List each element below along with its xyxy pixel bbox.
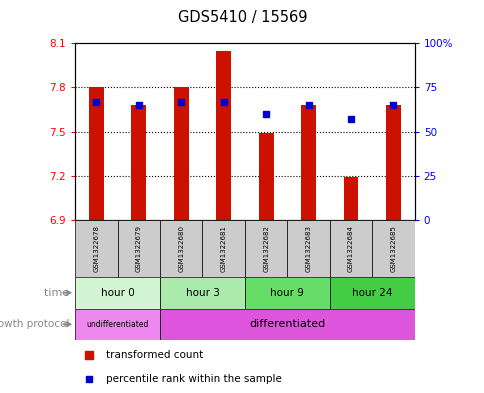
Bar — [244, 277, 329, 309]
Text: percentile rank within the sample: percentile rank within the sample — [106, 374, 281, 384]
Bar — [343, 177, 358, 220]
Bar — [75, 277, 160, 309]
Text: transformed count: transformed count — [106, 350, 203, 360]
Bar — [329, 277, 414, 309]
Bar — [258, 133, 273, 220]
Bar — [89, 88, 104, 220]
Text: hour 3: hour 3 — [185, 288, 219, 298]
Text: hour 24: hour 24 — [351, 288, 392, 298]
Text: differentiated: differentiated — [249, 319, 325, 329]
Bar — [385, 105, 400, 220]
Text: undifferentiated: undifferentiated — [86, 320, 149, 329]
Text: GSM1322682: GSM1322682 — [263, 225, 269, 272]
Bar — [329, 220, 372, 277]
Text: GDS5410 / 15569: GDS5410 / 15569 — [177, 10, 307, 25]
Text: GSM1322680: GSM1322680 — [178, 225, 184, 272]
Text: hour 9: hour 9 — [270, 288, 303, 298]
Text: hour 0: hour 0 — [101, 288, 134, 298]
Text: GSM1322684: GSM1322684 — [348, 225, 353, 272]
Bar — [160, 277, 244, 309]
Text: GSM1322679: GSM1322679 — [136, 225, 141, 272]
Bar — [160, 220, 202, 277]
Text: GSM1322683: GSM1322683 — [305, 225, 311, 272]
Bar — [75, 220, 117, 277]
Bar — [75, 309, 160, 340]
Bar — [117, 220, 160, 277]
Bar — [372, 220, 414, 277]
Bar — [160, 309, 414, 340]
Bar — [287, 220, 329, 277]
Bar — [244, 220, 287, 277]
Text: GSM1322681: GSM1322681 — [220, 225, 226, 272]
Bar — [301, 105, 316, 220]
Bar — [202, 220, 244, 277]
Bar — [173, 88, 188, 220]
Text: GSM1322678: GSM1322678 — [93, 225, 99, 272]
Text: growth protocol: growth protocol — [0, 319, 73, 329]
Text: time: time — [44, 288, 73, 298]
Bar — [216, 51, 231, 220]
Bar — [131, 105, 146, 220]
Text: GSM1322685: GSM1322685 — [390, 225, 395, 272]
